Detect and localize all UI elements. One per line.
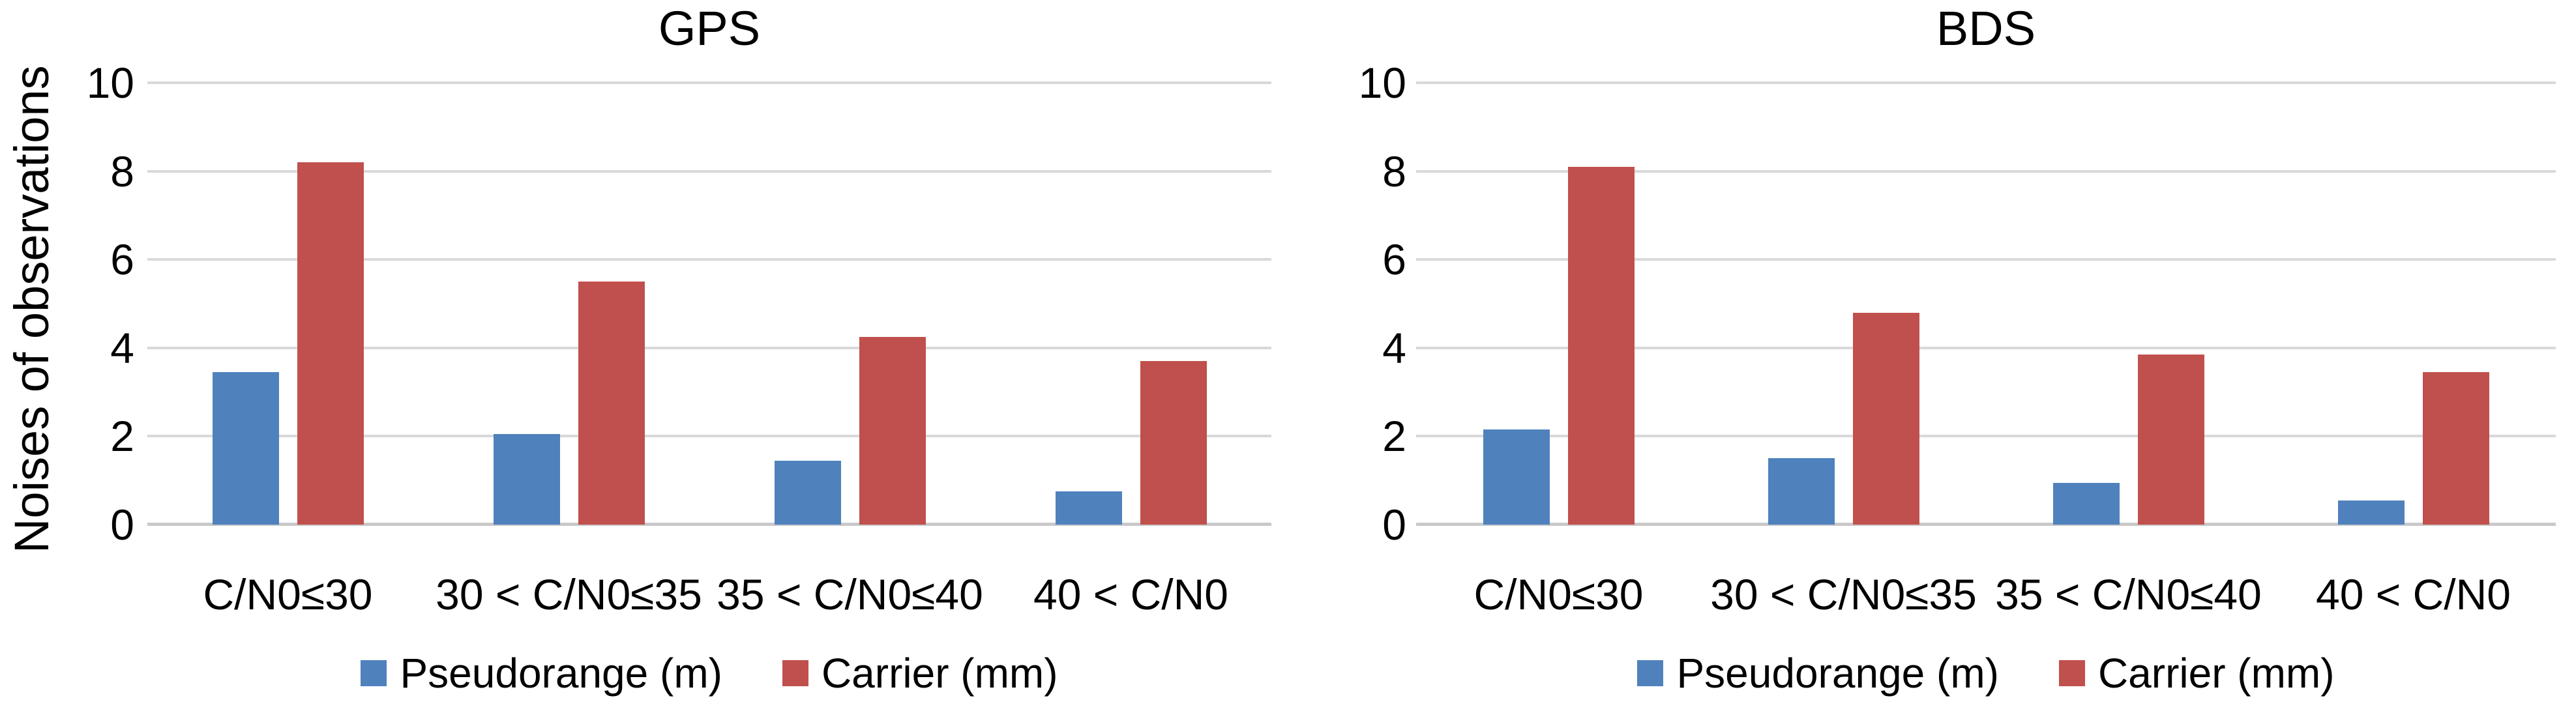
x-axis-labels: C/N0≤30 30 < C/N0≤35 35 < C/N0≤40 40 < C/N0 [1416,568,2556,624]
y-tick-label: 0 [110,501,134,549]
bar-carrier-mm [859,336,926,525]
y-axis-ticks: 0 2 4 6 8 10 [1288,59,1406,549]
legend-item-carrier-mm: Carrier (mm) [782,649,1058,697]
gridline [1416,81,2556,84]
x-axis-labels: C/N0≤30 30 < C/N0≤35 35 < C/N0≤40 40 < C/N0 [147,568,1271,624]
y-tick-label: 4 [1382,323,1406,372]
y-tick-label: 2 [1382,412,1406,461]
bar-pseudorange-m [774,460,841,525]
gridline [1416,258,2556,261]
bar-pseudorange-m [212,372,279,525]
legend: Pseudorange (m) Carrier (mm) [147,642,1271,704]
bar-pseudorange-m [2337,500,2405,525]
x-axis-label: C/N0≤30 [203,570,373,618]
bar-carrier-mm [297,162,364,525]
x-axis-label: 30 < C/N0≤35 [1710,570,1977,618]
y-tick-label: 10 [1358,59,1406,107]
bar-carrier-mm [1852,312,1919,525]
x-axis-label: 35 < C/N0≤40 [717,570,983,618]
y-tick-label: 4 [110,323,134,372]
x-axis-line [147,523,1271,526]
gridline [1416,346,2556,349]
bar-carrier-mm [578,282,645,525]
y-tick-label: 0 [1382,501,1406,549]
gridline [147,435,1271,438]
legend-item-pseudorange-m: Pseudorange (m) [361,649,722,697]
bar-pseudorange-m [1768,458,1835,525]
legend-item-carrier-mm: Carrier (mm) [2058,649,2335,697]
bar-pseudorange-m [1055,491,1122,525]
legend-label: Carrier (mm) [821,650,1058,697]
legend-item-pseudorange-m: Pseudorange (m) [1637,649,1999,697]
gridline [147,81,1271,84]
gridline [1416,435,2556,438]
x-axis-label: 40 < C/N0 [2316,570,2511,618]
legend: Pseudorange (m) Carrier (mm) [1416,642,2556,704]
y-tick-label: 6 [110,235,134,284]
gridline [147,169,1271,173]
legend-swatch-carrier-mm [782,660,808,686]
bar-carrier-mm [1140,361,1207,525]
x-axis-label: C/N0≤30 [1473,570,1644,618]
x-axis-label: 30 < C/N0≤35 [436,570,702,618]
chart-title: BDS [1936,1,2036,55]
x-axis-label: 40 < C/N0 [1033,570,1228,618]
legend-swatch-pseudorange-m [361,660,387,686]
y-tick-label: 10 [86,59,134,107]
plot-area [147,81,1271,526]
bar-pseudorange-m [1483,429,1550,525]
legend-label: Pseudorange (m) [400,650,722,697]
x-axis-label: 35 < C/N0≤40 [1995,570,2262,618]
gridline [147,258,1271,261]
bar-carrier-mm [1567,166,1635,525]
chart-title: GPS [658,1,761,55]
y-axis-ticks: 0 2 4 6 8 10 [0,59,134,549]
legend-label: Carrier (mm) [2097,650,2335,697]
gridline [1416,169,2556,173]
y-tick-label: 8 [110,147,134,196]
chart-gps: GPS 0 2 4 6 8 10 C/N0≤30 30 < C/N0≤35 35 < C/N0… [0,1,1271,704]
y-tick-label: 2 [110,412,134,461]
legend-swatch-pseudorange-m [1637,660,1664,686]
bar-carrier-mm [2422,372,2489,525]
plot-area [1416,81,2556,526]
y-tick-label: 8 [1382,147,1406,196]
legend-swatch-carrier-mm [2058,660,2085,686]
y-tick-label: 6 [1382,235,1406,284]
legend-label: Pseudorange (m) [1676,650,1999,697]
x-axis-line [1416,523,2556,526]
bar-carrier-mm [2137,354,2204,525]
bar-pseudorange-m [2052,482,2120,525]
bar-pseudorange-m [493,434,560,525]
gridline [147,346,1271,349]
chart-bds: BDS 0 2 4 6 8 10 C/N0≤30 30 < C/N0≤35 35 < C/N0… [1288,0,2576,711]
